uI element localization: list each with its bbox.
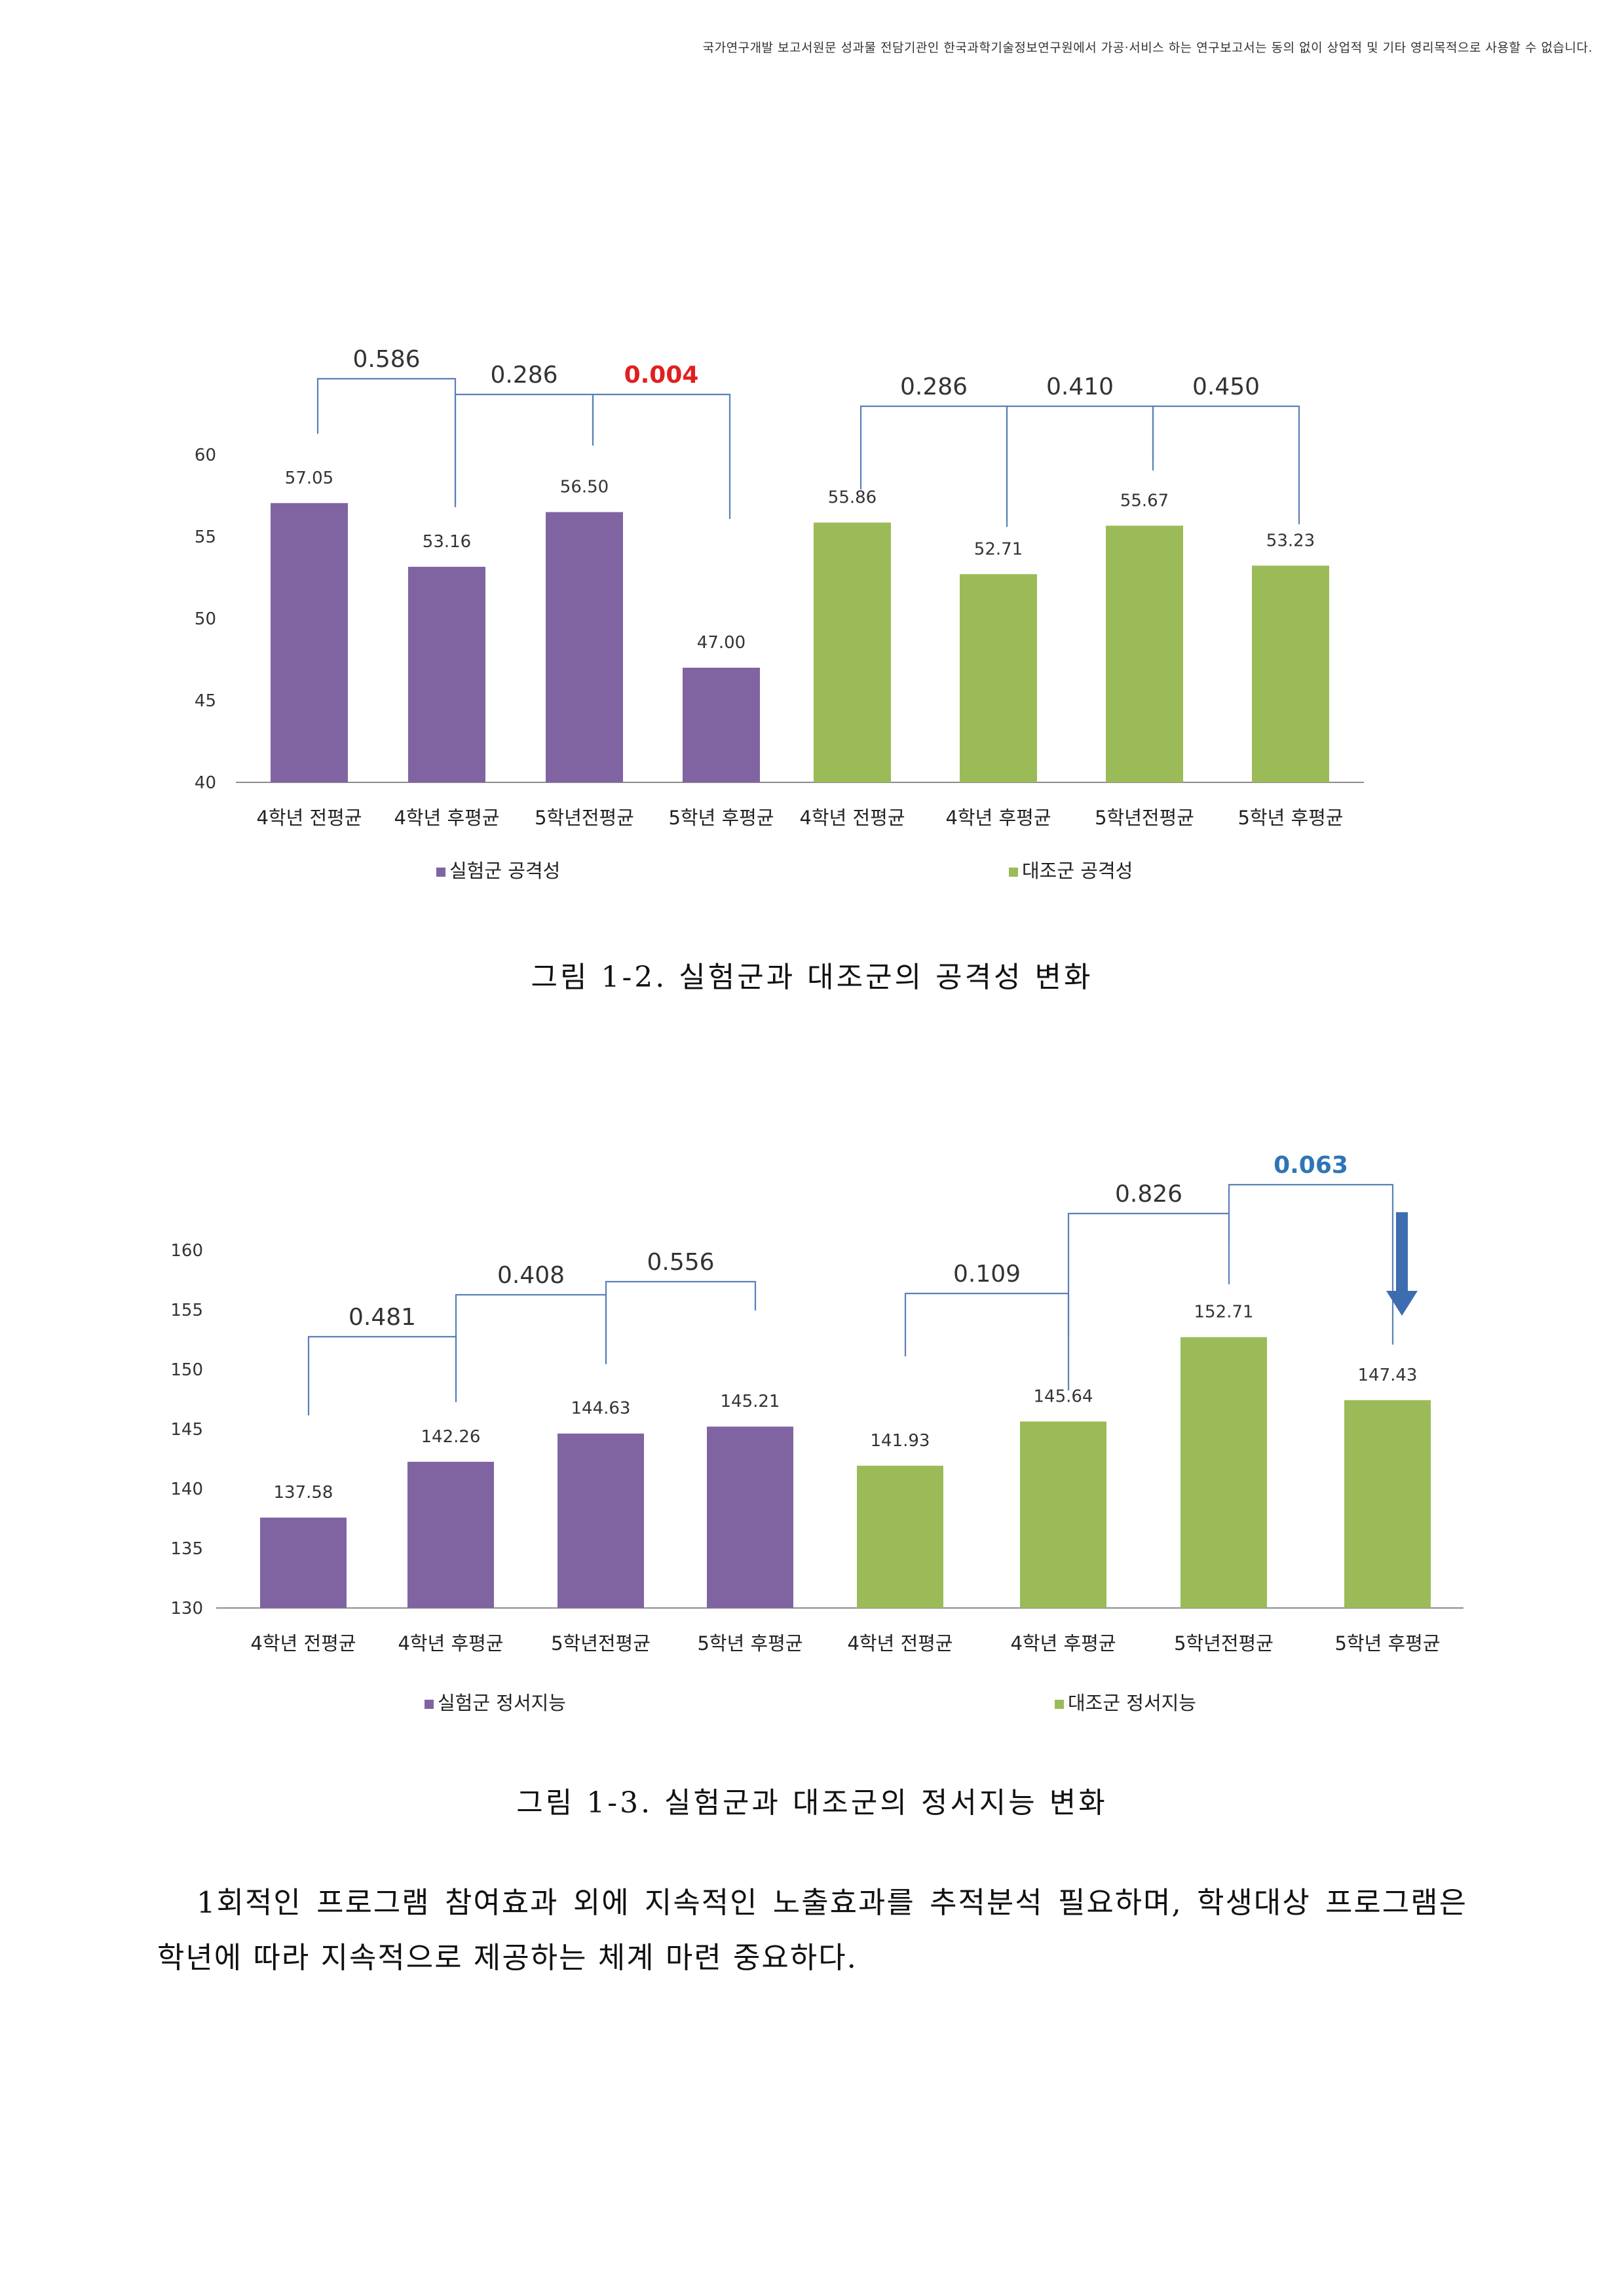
y-tick-label: 150 [170, 1360, 203, 1380]
x-category-label: 5학년 후평균 [1237, 807, 1343, 829]
y-tick-label: 135 [170, 1539, 203, 1559]
bar-value-label: 152.71 [1194, 1303, 1254, 1322]
y-tick-label: 50 [195, 609, 216, 629]
y-tick-label: 55 [195, 527, 216, 547]
bar-value-label: 141.93 [871, 1431, 930, 1451]
p-value-label: 0.586 [352, 346, 420, 373]
x-category-label: 4학년 후평균 [945, 807, 1051, 829]
legend-swatch [425, 1700, 434, 1709]
bar [1106, 526, 1183, 782]
y-tick-label: 60 [195, 446, 216, 465]
bar-value-label: 52.71 [974, 539, 1023, 559]
legend-swatch [436, 868, 445, 877]
x-category-label: 5학년 후평균 [1334, 1632, 1440, 1655]
p-value-label: 0.826 [1115, 1181, 1182, 1208]
bar-value-label: 145.64 [1034, 1387, 1093, 1406]
p-value-label: 0.286 [900, 373, 968, 400]
bar-value-label: 144.63 [571, 1399, 631, 1419]
x-category-label: 5학년전평균 [535, 807, 634, 829]
figure-caption-2: 그림 1-3. 실험군과 대조군의 정서지능 변화 [516, 1786, 1108, 1820]
significance-bracket [605, 1280, 757, 1363]
significance-bracket [307, 1335, 457, 1415]
x-category-label: 5학년전평균 [1095, 807, 1194, 829]
figure-caption-1: 그림 1-2. 실험군과 대조군의 공격성 변화 [531, 961, 1093, 994]
significance-bracket [455, 1293, 607, 1394]
x-category-label: 5학년전평균 [551, 1632, 651, 1655]
bar-value-label: 53.16 [423, 532, 471, 552]
bar-value-label: 55.67 [1120, 491, 1169, 510]
bar-value-label: 145.21 [721, 1392, 780, 1411]
p-value-label: 0.481 [349, 1304, 416, 1331]
x-category-label: 5학년 후평균 [668, 807, 774, 829]
bar-value-label: 53.23 [1266, 531, 1315, 550]
p-value-label: 0.109 [953, 1261, 1021, 1288]
y-tick-label: 130 [170, 1599, 203, 1618]
x-category-label: 4학년 전평균 [799, 807, 905, 829]
significance-bracket [1228, 1183, 1394, 1345]
aggression-bar-chart: 40 45 50 55 60 57.05 4학년 전평균 53.16 4학년 후평균 56.50 5… [195, 346, 1364, 882]
bar-value-label: 57.05 [285, 469, 333, 488]
y-tick-label: 155 [170, 1301, 203, 1320]
y-tick-label: 160 [170, 1241, 203, 1261]
x-category-label: 4학년 전평균 [847, 1632, 953, 1655]
x-category-label: 4학년 후평균 [398, 1632, 503, 1655]
legend-label: 대조군 정서지능 [1068, 1692, 1196, 1714]
legend-label: 실험군 공격성 [449, 860, 560, 882]
legend-label: 실험군 정서지능 [438, 1692, 566, 1714]
body-paragraph: 1회적인 프로그램 참여효과 외에 지속적인 노출효과를 추적분석 필요하며, … [157, 1885, 1467, 1975]
p-value-label: 0.556 [647, 1249, 714, 1276]
copyright-notice: 국가연구개발 보고서원문 성과물 전담기관인 한국과학기술정보연구원에서 가공·… [702, 41, 1593, 55]
bar-value-label: 56.50 [560, 478, 609, 497]
p-value-label: 0.063 [1274, 1152, 1348, 1179]
bar [1180, 1337, 1267, 1608]
p-value-label: 0.410 [1046, 373, 1114, 400]
legend-swatch [1055, 1700, 1064, 1709]
legend-swatch [1009, 868, 1018, 877]
p-value-label: 0.286 [490, 362, 557, 389]
x-category-label: 4학년 후평균 [394, 807, 499, 829]
x-category-label: 4학년 후평균 [1010, 1632, 1116, 1655]
x-category-label: 4학년 전평균 [250, 1632, 356, 1655]
y-tick-label: 45 [195, 691, 216, 711]
x-category-label: 5학년전평균 [1174, 1632, 1274, 1655]
emotional-intelligence-bar-chart: 130 135 140 145 150 155 160 137.58 4학년 전평균 142.26… [170, 1152, 1463, 1714]
bar [546, 512, 623, 782]
bar-value-label: 47.00 [697, 633, 746, 653]
x-category-label: 5학년 후평균 [697, 1632, 803, 1655]
bar [1252, 565, 1329, 782]
bar-value-label: 147.43 [1358, 1366, 1418, 1385]
y-tick-label: 140 [170, 1480, 203, 1499]
bar [557, 1433, 644, 1608]
p-value-label: 0.450 [1192, 373, 1260, 400]
bar [683, 668, 760, 782]
legend-label: 대조군 공격성 [1022, 860, 1133, 882]
significance-bracket [1152, 405, 1300, 524]
significance-bracket [904, 1292, 1070, 1390]
bar [960, 574, 1037, 782]
bar [1020, 1421, 1106, 1608]
bar [814, 522, 891, 782]
down-arrow-icon [1386, 1212, 1418, 1316]
x-category-label: 4학년 전평균 [256, 807, 362, 829]
bar [271, 503, 348, 782]
bar [260, 1518, 347, 1608]
significance-bracket [592, 393, 731, 519]
bar-value-label: 55.86 [828, 488, 877, 508]
y-tick-label: 40 [195, 773, 216, 793]
bar [857, 1465, 943, 1608]
bar [407, 1461, 494, 1608]
bar-value-label: 137.58 [274, 1483, 333, 1502]
p-value-label: 0.004 [624, 362, 699, 389]
bar [707, 1426, 793, 1608]
y-tick-label: 145 [170, 1420, 203, 1440]
significance-bracket [859, 405, 1008, 522]
bar [1344, 1400, 1431, 1608]
bar [408, 567, 485, 782]
bar-value-label: 142.26 [421, 1427, 481, 1447]
p-value-label: 0.408 [497, 1262, 565, 1289]
significance-bracket [316, 377, 457, 505]
